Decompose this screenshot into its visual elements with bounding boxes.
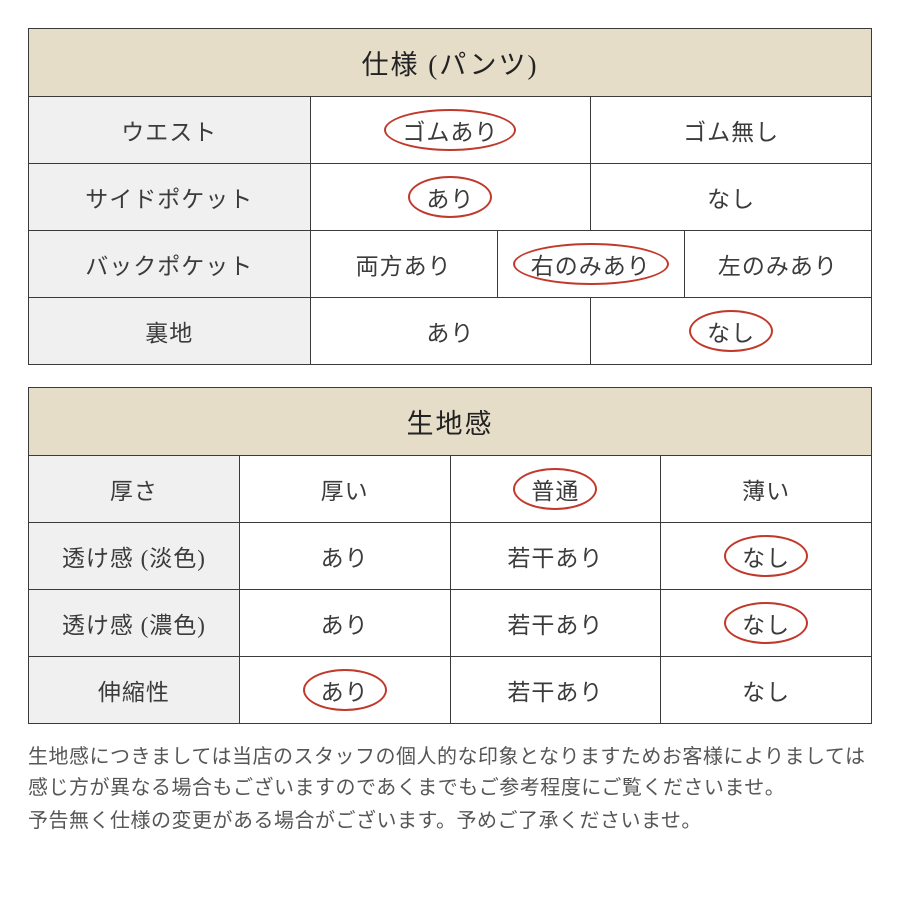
spec-title: 仕様 (パンツ): [29, 29, 872, 97]
fabric-cell: なし: [661, 523, 872, 590]
spec-cell: 左のみあり: [684, 231, 871, 298]
spec-label-lining: 裏地: [29, 298, 311, 365]
fabric-table: 生地感 厚さ 厚い 普通 薄い 透け感 (淡色) あり 若干あり なし 透け感 …: [28, 387, 872, 724]
spec-cell: なし: [591, 164, 872, 231]
fabric-cell: 若干あり: [450, 590, 661, 657]
fabric-cell: 若干あり: [450, 657, 661, 724]
fabric-cell: 薄い: [661, 456, 872, 523]
disclaimer-line1: 生地感につきましては当店のスタッフの個人的な印象となりますためお客様によりまして…: [28, 742, 872, 804]
disclaimer-line2: 予告無く仕様の変更がある場合がございます。予めご了承くださいませ。: [28, 806, 872, 837]
fabric-cell: 若干あり: [450, 523, 661, 590]
fabric-label-stretch: 伸縮性: [29, 657, 240, 724]
spec-label-waist: ウエスト: [29, 97, 311, 164]
fabric-cell: 普通: [450, 456, 661, 523]
fabric-cell: なし: [661, 657, 872, 724]
fabric-cell: あり: [239, 657, 450, 724]
spec-table: 仕様 (パンツ) ウエスト ゴムあり ゴム無し サイドポケット あり なし バッ…: [28, 28, 872, 365]
spec-cell: なし: [591, 298, 872, 365]
fabric-label-sheer-light: 透け感 (淡色): [29, 523, 240, 590]
spec-cell: あり: [310, 164, 591, 231]
spec-cell: ゴム無し: [591, 97, 872, 164]
spec-label-backpocket: バックポケット: [29, 231, 311, 298]
spec-cell: あり: [310, 298, 591, 365]
fabric-cell: あり: [239, 590, 450, 657]
fabric-title: 生地感: [29, 388, 872, 456]
spec-cell: ゴムあり: [310, 97, 591, 164]
spec-cell: 両方あり: [310, 231, 497, 298]
fabric-label-thickness: 厚さ: [29, 456, 240, 523]
fabric-cell: 厚い: [239, 456, 450, 523]
fabric-label-sheer-dark: 透け感 (濃色): [29, 590, 240, 657]
spec-label-sidepocket: サイドポケット: [29, 164, 311, 231]
spec-cell: 右のみあり: [497, 231, 684, 298]
fabric-cell: なし: [661, 590, 872, 657]
fabric-cell: あり: [239, 523, 450, 590]
